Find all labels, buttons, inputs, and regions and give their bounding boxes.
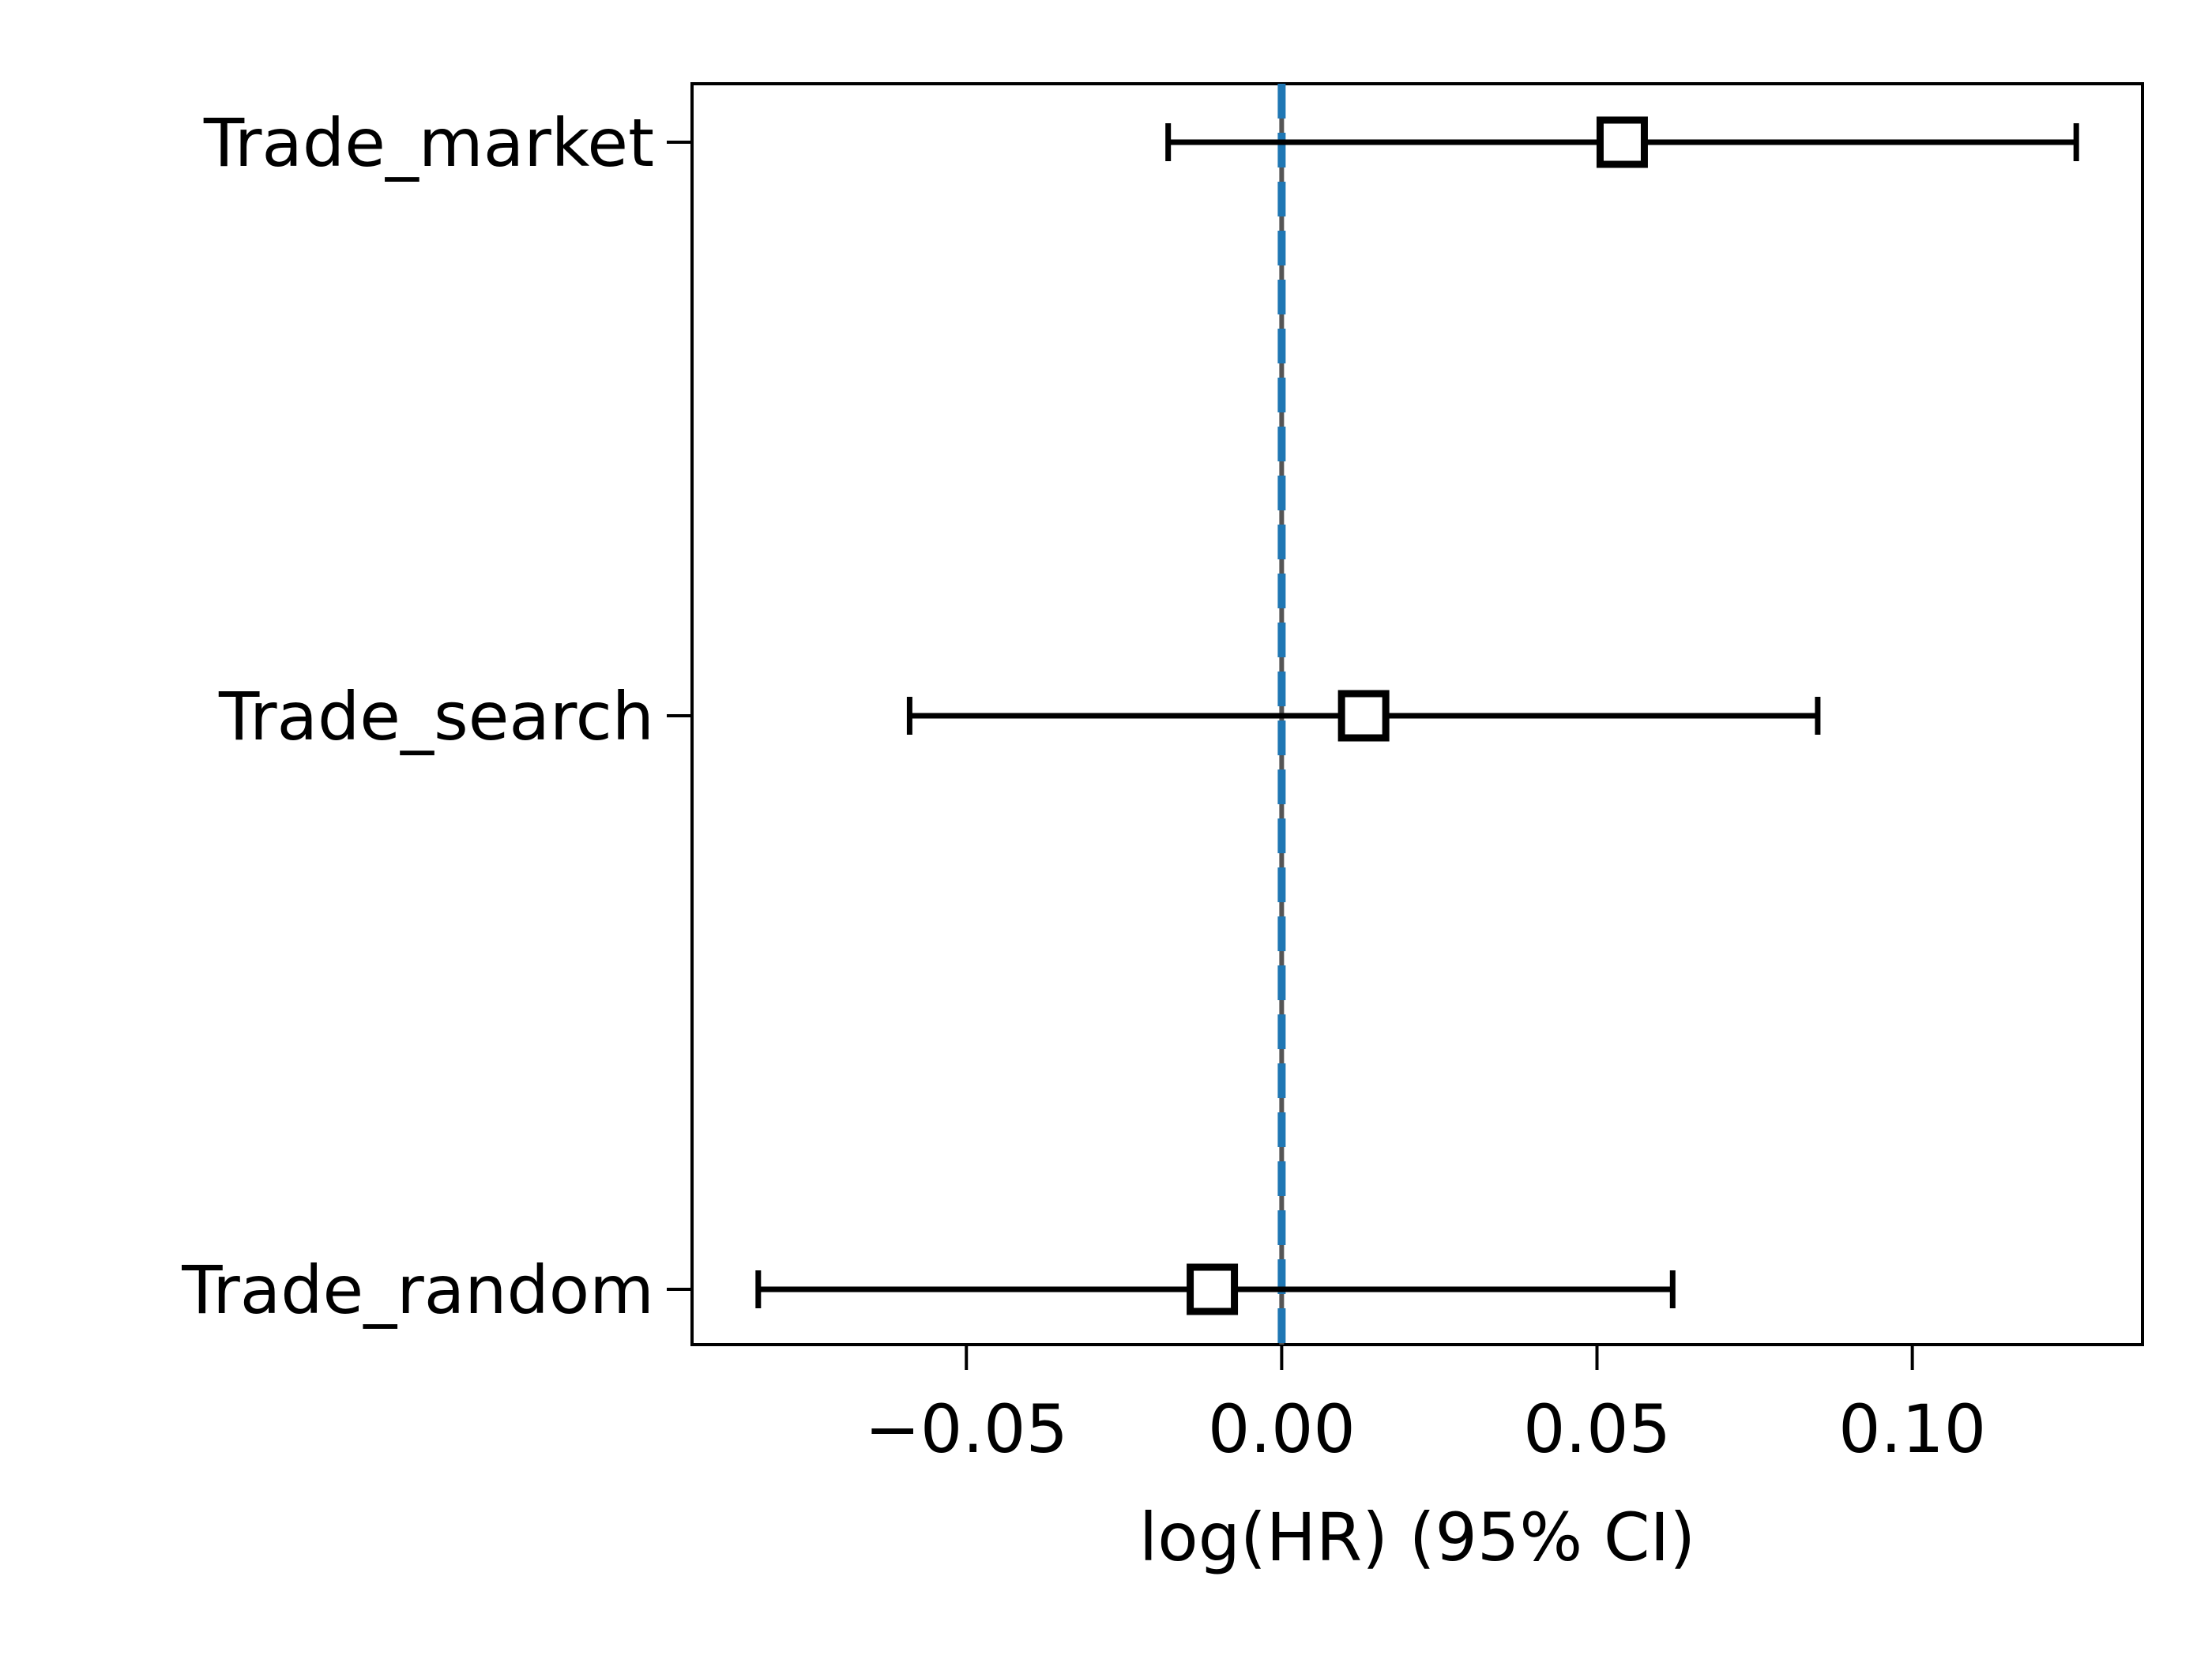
x-tick-label: −0.05 [865, 1390, 1068, 1468]
y-tick-label: Trade_market [203, 104, 654, 182]
point-estimate-marker [1337, 690, 1390, 742]
x-axis: −0.05 0.00 0.05 0.10 [865, 1345, 1986, 1468]
point-estimate-marker [1187, 1263, 1239, 1315]
point-estimate-marker [1596, 116, 1648, 168]
x-tick-label: 0.00 [1208, 1390, 1356, 1468]
y-tick-label: Trade_random [181, 1251, 654, 1329]
x-tick-label: 0.10 [1838, 1390, 1986, 1468]
x-axis-label: log(HR) (95% CI) [1139, 1499, 1695, 1576]
y-axis: Trade_market Trade_search Trade_random [181, 104, 692, 1329]
confidence-intervals [755, 116, 2079, 1315]
y-tick-label: Trade_search [218, 678, 654, 755]
x-tick-label: 0.05 [1523, 1390, 1671, 1468]
